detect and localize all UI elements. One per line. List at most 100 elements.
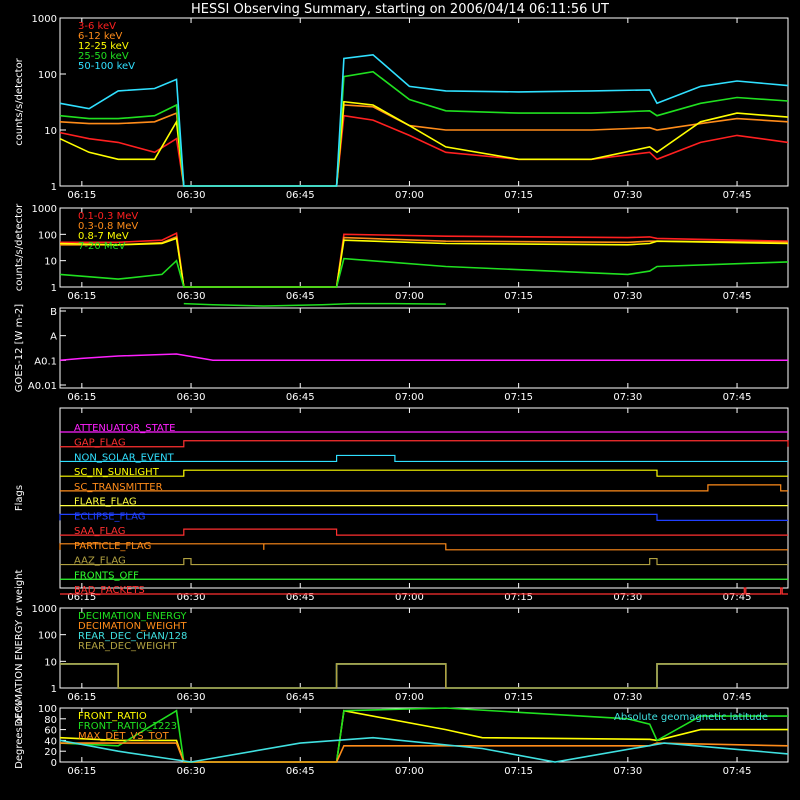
panel-5-xtick-label: 07:15	[504, 766, 533, 777]
panel-0-xtick-label: 07:00	[395, 190, 424, 201]
flag-label-8: PARTICLE_FLAG	[74, 541, 151, 552]
panel-4-ytick-label: 100	[38, 631, 57, 642]
panel-3: 06:15 06:30 06:45 07:00 07:15 07:30 07:45 Flags…	[14, 407, 789, 603]
flag-trace-1	[60, 440, 789, 448]
panel-0-series-4	[59, 53, 789, 187]
flag-trace-2	[60, 454, 788, 463]
flag-trace-11	[60, 587, 788, 595]
panel-1-xtick-label: 07:00	[395, 291, 424, 302]
panel-5-ytick-label: 40	[44, 736, 57, 747]
panel-5-xtick-label: 06:30	[177, 766, 206, 777]
panel-1-legend-1: 0.3-0.8 MeV	[78, 221, 138, 232]
flag-trace-6	[59, 513, 788, 521]
panel-4-xtick-label: 07:30	[613, 692, 642, 703]
flag-label-7: SAA_FLAG	[74, 526, 125, 537]
panel-5-xtick-label: 07:45	[723, 766, 752, 777]
panel-4: 06:15 06:30 06:45 07:00 07:15 07:30 07:45 DECIM…	[14, 569, 789, 726]
panel-0-series-1	[59, 104, 789, 187]
panel-3-xtick-label: 06:30	[177, 592, 206, 603]
panel-2-ytick-label: B	[50, 307, 57, 318]
panel-2-ytick-label: A0.01	[28, 381, 57, 392]
panel-1-ylabel: counts/s/detector	[14, 203, 25, 291]
panel-2-frame	[59, 307, 789, 389]
flag-label-4: SC_TRANSMITTER	[74, 482, 163, 493]
panel-5-xtick-label: 07:30	[613, 766, 642, 777]
panel-3-xtick-label: 06:45	[286, 592, 315, 603]
panel-2-xtick-label: 06:30	[177, 392, 206, 403]
panel-0-xtick-label: 07:30	[613, 190, 642, 201]
panel-1-legend-2: 0.8-7 MeV	[78, 231, 129, 242]
flag-trace-7	[60, 528, 788, 536]
flag-label-0: ATTENUATOR_STATE	[74, 423, 175, 434]
panel-1-series-3	[59, 257, 789, 288]
flag-trace-4	[60, 484, 788, 492]
panel-2: 06:15 06:30 06:45 07:00 07:15 07:30 07:45 GOES-…	[14, 302, 789, 403]
panel-4-xtick-label: 06:15	[67, 692, 96, 703]
panel-0-legend-0: 3-6 keV	[78, 21, 116, 32]
panels: 06:15 06:30 06:45 07:00 07:15 07:30 07:45 count…	[14, 14, 789, 777]
panel-1-xtick-label: 07:15	[504, 291, 533, 302]
panel-1-xtick-label: 07:30	[613, 291, 642, 302]
panel-5-ytick-label: 0	[51, 758, 57, 769]
panel-0-xtick-label: 06:30	[177, 190, 206, 201]
panel-4-ytick-label: 10	[44, 657, 57, 668]
panel-0-legend-3: 25-50 keV	[78, 51, 129, 62]
panel-0-xtick-label: 07:45	[723, 190, 752, 201]
panel-2-xtick-label: 06:45	[286, 392, 315, 403]
panel-4-ylabel: DECIMATION ENERGY or weight	[14, 569, 25, 726]
panel-4-legend-0: DECIMATION_ENERGY	[78, 611, 187, 622]
panel-3-ylabel: Flags	[14, 485, 25, 511]
panel-1-xtick-label: 06:45	[286, 291, 315, 302]
flag-label-3: SC_IN_SUNLIGHT	[74, 467, 160, 478]
panel-2-ytick-label: A0.1	[34, 356, 57, 367]
panel-1-legend-0: 0.1-0.3 MeV	[78, 211, 138, 222]
panel-4-xtick-label: 07:00	[395, 692, 424, 703]
flag-trace-3	[60, 469, 788, 477]
panel-5-series-0	[59, 709, 788, 763]
panel-5-ytick-label: 60	[44, 726, 57, 737]
panel-2-xtick-label: 07:00	[395, 392, 424, 403]
panel-4-ytick-label: 1	[51, 684, 57, 695]
panel-4-frame	[59, 607, 789, 689]
panel-1-series-2	[59, 237, 789, 288]
panel-5-ytick-label: 100	[38, 704, 57, 715]
panel-2-ytick-label: A	[50, 332, 57, 343]
panel-5-series-2	[60, 742, 789, 763]
panel-1-ytick-label: 100	[38, 230, 57, 241]
panel-0-ytick-label: 10	[44, 126, 57, 137]
panel-0-xtick-label: 06:45	[286, 190, 315, 201]
panel-5-ytick-label: 80	[44, 715, 57, 726]
panel-1-series-1	[60, 235, 789, 288]
panel-4-xtick-label: 06:30	[177, 692, 206, 703]
panel-3-xtick-label: 07:30	[613, 592, 642, 603]
panel-2-xtick-label: 06:15	[67, 392, 96, 403]
panel-4-legend-2: REAR_DEC_CHAN/128	[78, 631, 187, 642]
panel-0-legend-4: 50-100 keV	[78, 61, 135, 72]
panel-1-ytick-label: 1	[51, 283, 57, 294]
flag-label-2: NON_SOLAR_EVENT	[74, 452, 175, 463]
panel-4-series-3	[60, 663, 788, 689]
panel-4-xtick-label: 07:15	[504, 692, 533, 703]
panel-5-ytick-label: 20	[44, 747, 57, 758]
flag-label-11: BAD_PACKETS	[74, 585, 145, 596]
panel-1-ytick-label: 10	[44, 257, 57, 268]
flag-trace-8	[59, 543, 788, 551]
panel-1-xtick-label: 06:15	[67, 291, 96, 302]
panel-1-xtick-label: 06:30	[177, 291, 206, 302]
panel-5-series-3	[59, 736, 789, 763]
flag-trace-9	[60, 557, 788, 566]
panel-1-xtick-label: 07:45	[723, 291, 752, 302]
panel-5-legend-0: FRONT_RATIO	[78, 711, 147, 722]
panel-4-legend-1: DECIMATION_WEIGHT	[78, 621, 187, 632]
panel-0: 06:15 06:30 06:45 07:00 07:15 07:30 07:45 count…	[14, 14, 789, 201]
panel-4-legend-3: REAR_DEC_WEIGHT	[78, 641, 177, 652]
panel-0-series-0	[59, 114, 789, 187]
panel-0-ytick-label: 1	[51, 182, 57, 193]
panel-5-xtick-label: 06:15	[67, 766, 96, 777]
panel-0-series-2	[59, 100, 789, 187]
panel-2-xtick-label: 07:15	[504, 392, 533, 403]
panel-3-xtick-label: 07:15	[504, 592, 533, 603]
panel-5-series-1	[59, 707, 788, 763]
panel-4-xtick-label: 06:45	[286, 692, 315, 703]
